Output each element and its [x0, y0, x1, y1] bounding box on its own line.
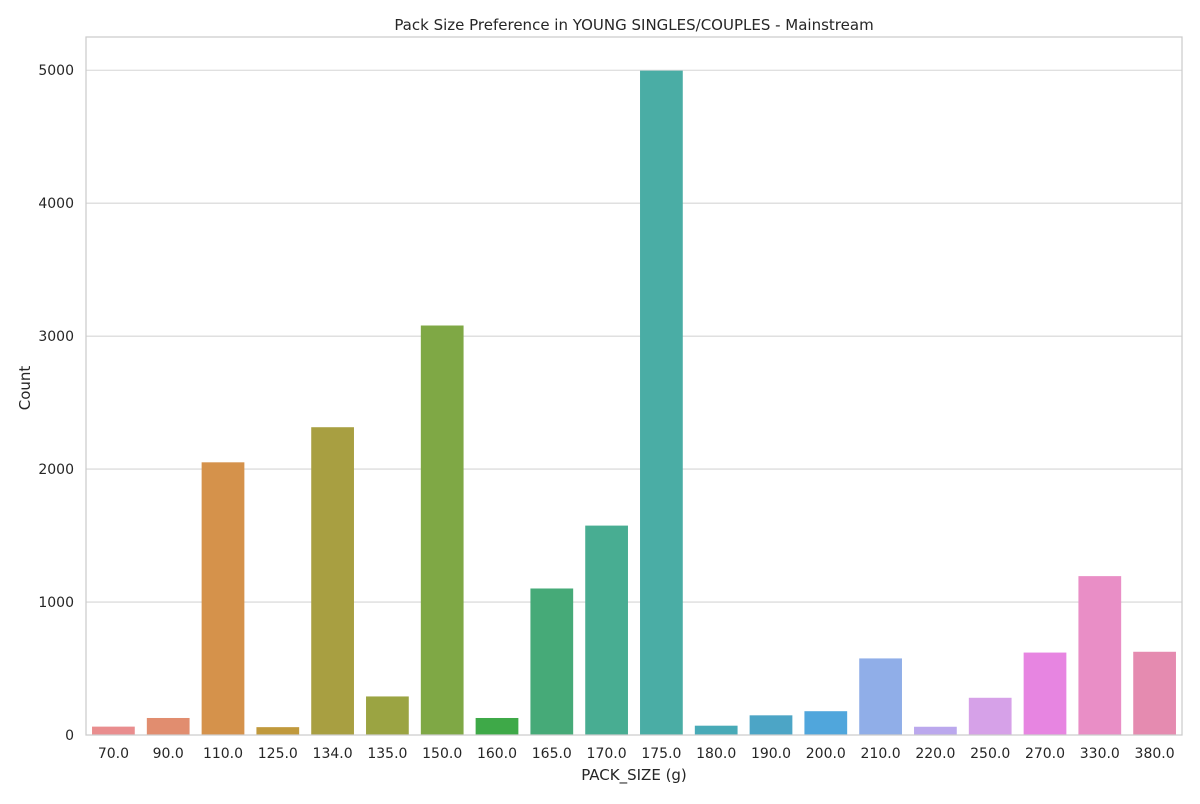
bar — [914, 726, 957, 735]
bar — [968, 697, 1012, 735]
bar — [530, 588, 574, 735]
bar — [256, 727, 300, 735]
bar — [366, 696, 409, 735]
x-tick-labels: 70.0 90.0 110.0 125.0 134.0 135.0 150.0 160.0 16… — [98, 746, 1175, 762]
x-tick-label: 134.0 — [313, 746, 353, 762]
y-axis-label: Count — [16, 366, 34, 411]
x-tick-label: 170.0 — [587, 746, 627, 762]
bar — [420, 325, 464, 735]
y-tick-label: 5000 — [38, 63, 74, 79]
x-tick-label: 380.0 — [1135, 746, 1175, 762]
x-tick-label: 190.0 — [751, 746, 791, 762]
x-tick-label: 90.0 — [153, 746, 184, 762]
bar — [694, 725, 738, 735]
bar — [1133, 651, 1176, 735]
bar — [585, 525, 628, 735]
y-tick-label: 4000 — [38, 196, 74, 212]
x-tick-label: 180.0 — [696, 746, 736, 762]
chart-title: Pack Size Preference in YOUNG SINGLES/CO… — [394, 16, 873, 34]
x-tick-label: 270.0 — [1025, 746, 1065, 762]
x-tick-label: 125.0 — [258, 746, 298, 762]
bar — [201, 462, 245, 735]
bar — [1078, 576, 1122, 735]
x-tick-label: 165.0 — [532, 746, 572, 762]
x-tick-label: 210.0 — [861, 746, 901, 762]
y-tick-label: 3000 — [38, 329, 74, 345]
y-tick-label: 0 — [65, 728, 74, 744]
y-tick-label: 1000 — [38, 595, 74, 611]
x-tick-label: 330.0 — [1080, 746, 1120, 762]
y-tick-labels: 0 1000 2000 3000 4000 5000 — [38, 63, 74, 744]
x-axis-label: PACK_SIZE (g) — [581, 766, 687, 785]
bar — [749, 715, 793, 735]
x-tick-label: 110.0 — [203, 746, 243, 762]
x-tick-label: 200.0 — [806, 746, 846, 762]
plot-frame — [85, 36, 1183, 736]
bar — [475, 717, 519, 735]
x-tick-label: 250.0 — [970, 746, 1010, 762]
bar — [1023, 652, 1067, 735]
bar — [146, 717, 190, 735]
x-tick-label: 175.0 — [641, 746, 681, 762]
bar — [92, 726, 135, 735]
bar — [640, 70, 683, 735]
x-tick-label: 135.0 — [367, 746, 407, 762]
bar — [804, 711, 848, 735]
x-tick-label: 220.0 — [915, 746, 955, 762]
x-tick-label: 70.0 — [98, 746, 129, 762]
x-tick-label: 150.0 — [422, 746, 462, 762]
bar — [859, 658, 902, 735]
bar — [311, 427, 354, 735]
y-tick-label: 2000 — [38, 462, 74, 478]
bars — [92, 70, 1176, 735]
x-tick-label: 160.0 — [477, 746, 517, 762]
